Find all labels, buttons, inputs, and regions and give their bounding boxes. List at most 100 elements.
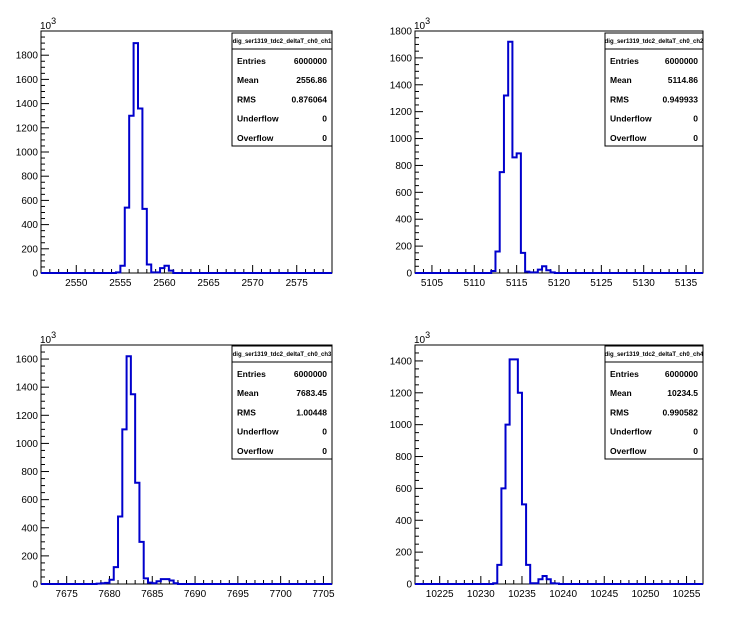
stats-value: 0 [322, 446, 327, 456]
stats-label: Entries [610, 56, 639, 66]
histogram-bin [139, 542, 143, 584]
y-tick-label: 400 [395, 516, 412, 527]
histogram-bin [495, 251, 499, 273]
histogram-bin [522, 504, 526, 584]
y-tick-label: 1400 [16, 383, 39, 394]
y-axis-multiplier-base: 10 [414, 21, 426, 32]
stats-label: Entries [610, 369, 639, 379]
histogram-bin [526, 565, 530, 584]
histogram-bin [538, 579, 542, 584]
histogram-bin [508, 42, 512, 273]
stats-label: Overflow [237, 446, 274, 456]
histogram-panel-4: 10225 10230 10235 10240 10245 10250 10255 0 200 4… [390, 330, 704, 600]
histogram-bin [109, 580, 113, 584]
histogram-bin [152, 583, 156, 584]
histogram-bin [546, 270, 550, 273]
stats-value: 0 [322, 114, 327, 124]
x-tick-label: 2560 [153, 278, 176, 289]
histogram-bin [151, 272, 155, 273]
y-tick-label: 1200 [16, 123, 39, 134]
histogram-bin [122, 429, 126, 584]
y-axis-multiplier-base: 10 [414, 335, 426, 346]
histogram-bin [542, 266, 546, 273]
x-tick-label: 5120 [548, 278, 571, 289]
histogram-bin [160, 268, 164, 273]
x-tick-label: 5115 [506, 278, 528, 289]
x-tick-label: 7680 [98, 589, 121, 600]
histogram-bin [501, 488, 505, 584]
histogram-bin [165, 579, 169, 584]
x-tick-label: 5110 [464, 278, 486, 289]
histogram-bin [538, 270, 542, 273]
histogram-bin [129, 116, 133, 273]
y-axis-multiplier: 103 [40, 16, 56, 32]
histogram-title: dig_ser1319_tdc2_deltaT_ch0_ch1 [233, 39, 332, 45]
x-tick-label: 2570 [242, 278, 265, 289]
y-tick-label: 0 [32, 269, 38, 280]
stats-label: Underflow [237, 114, 279, 124]
y-tick-label: 800 [21, 467, 38, 478]
y-tick-label: 1000 [16, 148, 39, 159]
x-tick-label: 5125 [590, 278, 613, 289]
histogram-line [41, 42, 332, 274]
stats-value: 0 [693, 427, 698, 437]
stats-value: 6000000 [294, 369, 327, 379]
y-tick-label: 1200 [16, 411, 39, 422]
histogram-bin [134, 43, 138, 273]
y-tick-label: 1400 [390, 80, 413, 91]
stats-box: dig_ser1319_tdc2_deltaT_ch0_ch1 Entries 60… [231, 32, 333, 147]
x-tick-label: 5130 [633, 278, 656, 289]
histogram-bin [131, 394, 135, 584]
stats-box-frame [604, 345, 704, 460]
histogram-line [41, 355, 332, 585]
stats-label: Overflow [610, 133, 647, 143]
histogram-bin [114, 567, 118, 584]
histogram-bin [105, 583, 109, 584]
histogram-bin [142, 209, 146, 273]
y-tick-label: 1800 [390, 27, 413, 38]
y-tick-label: 600 [395, 188, 412, 199]
stats-label: Mean [237, 75, 259, 85]
histogram-bin [497, 565, 501, 584]
stats-label: RMS [610, 94, 629, 104]
histogram-panel-1: 2550 2555 2560 2565 2570 25750200400600800100… [16, 16, 333, 289]
y-axis-multiplier-exponent: 3 [425, 16, 430, 26]
y-tick-label: 1000 [390, 420, 413, 431]
histogram-bin [517, 153, 521, 273]
y-tick-label: 400 [395, 215, 412, 226]
y-tick-label: 200 [395, 548, 412, 559]
y-tick-label: 600 [21, 196, 38, 207]
stats-label: Underflow [237, 427, 279, 437]
histogram-title: dig_ser1319_tdc2_deltaT_ch0_ch3 [233, 352, 332, 358]
stats-label: RMS [237, 407, 256, 417]
histogram-bin [512, 157, 516, 273]
stats-value: 0.990582 [663, 407, 699, 417]
histogram-bin [135, 483, 139, 584]
x-tick-label: 7685 [141, 589, 164, 600]
stats-value: 2556.86 [296, 75, 327, 85]
y-axis-multiplier-exponent: 3 [425, 330, 430, 340]
y-tick-label: 800 [21, 172, 38, 183]
histogram-title: dig_ser1319_tdc2_deltaT_ch0_ch4 [605, 352, 704, 358]
y-tick-label: 200 [395, 242, 412, 253]
y-tick-label: 1000 [390, 134, 413, 145]
stats-label: Overflow [610, 446, 647, 456]
stats-label: RMS [237, 94, 256, 104]
x-tick-label: 5105 [421, 278, 444, 289]
x-tick-label: 2575 [286, 278, 309, 289]
stats-value: 1.00448 [296, 407, 327, 417]
y-tick-label: 0 [32, 580, 38, 591]
histogram-bin [144, 578, 148, 584]
histogram-bin [525, 272, 529, 273]
stats-value: 6000000 [665, 56, 698, 66]
stats-box: dig_ser1319_tdc2_deltaT_ch0_ch3 Entries 60… [231, 345, 333, 460]
y-tick-label: 1600 [16, 355, 39, 366]
histogram-bin [534, 583, 538, 584]
histogram-bin [120, 266, 124, 273]
histogram-bin [551, 583, 555, 584]
y-tick-label: 400 [21, 523, 38, 534]
y-tick-label: 200 [21, 551, 38, 562]
stats-value: 7683.45 [296, 388, 327, 398]
histogram-line [415, 40, 703, 274]
histogram-bin [518, 393, 522, 584]
